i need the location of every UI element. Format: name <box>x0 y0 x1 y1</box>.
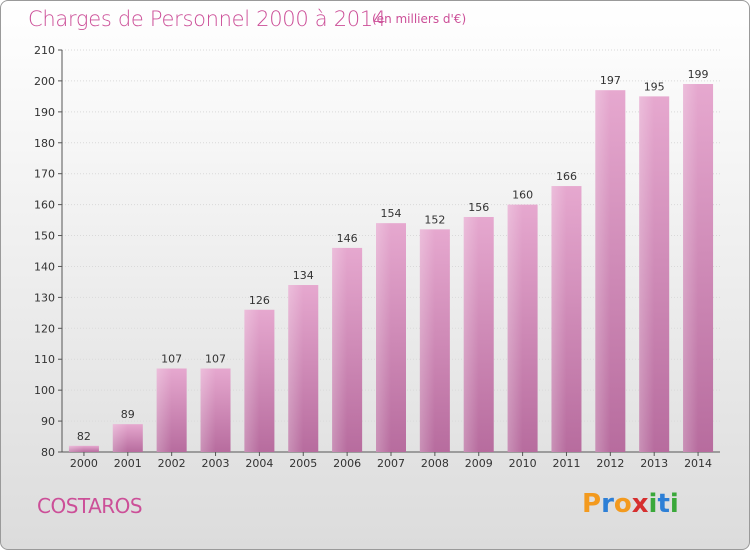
axes: 8090100110120130140150160170180190200210… <box>34 44 720 470</box>
bar-highlight <box>156 368 172 452</box>
y-tick-label: 210 <box>34 44 55 57</box>
bar-highlight <box>200 368 216 452</box>
bar-highlight <box>244 309 260 452</box>
x-tick-label: 2004 <box>245 457 273 470</box>
y-tick-label: 80 <box>41 446 55 459</box>
bar-highlight <box>332 247 348 452</box>
bar-highlight <box>288 285 304 452</box>
bar-highlight <box>376 223 391 452</box>
x-tick-label: 2003 <box>202 457 230 470</box>
bar-highlight <box>68 445 84 452</box>
y-tick-label: 180 <box>34 137 55 150</box>
y-tick-label: 190 <box>34 106 55 119</box>
data-label: 146 <box>337 232 358 245</box>
x-tick-label: 2009 <box>465 457 493 470</box>
data-label: 134 <box>293 269 314 282</box>
y-tick-label: 160 <box>34 199 55 212</box>
y-tick-label: 200 <box>34 75 55 88</box>
x-tick-label: 2008 <box>421 457 449 470</box>
y-tick-label: 170 <box>34 168 55 181</box>
x-tick-label: 2002 <box>158 457 186 470</box>
x-tick-label: 2014 <box>684 457 712 470</box>
y-tick-label: 100 <box>34 384 55 397</box>
bar-highlight <box>112 424 128 452</box>
bar-highlight <box>683 84 699 452</box>
y-tick-label: 110 <box>34 353 55 366</box>
bar-highlight <box>595 90 611 452</box>
data-label: 166 <box>556 170 577 183</box>
x-tick-label: 2001 <box>114 457 142 470</box>
city-name: COSTAROS <box>37 494 143 518</box>
y-tick-label: 120 <box>34 322 55 335</box>
data-label: 82 <box>77 430 91 443</box>
x-tick-label: 2012 <box>596 457 624 470</box>
x-tick-label: 2007 <box>377 457 405 470</box>
bars <box>68 84 714 453</box>
data-label: 126 <box>249 294 270 307</box>
data-label: 152 <box>424 213 445 226</box>
y-tick-label: 150 <box>34 230 55 243</box>
data-label: 107 <box>161 353 182 366</box>
data-label: 195 <box>644 80 665 93</box>
bar-highlight <box>639 96 655 452</box>
data-label: 160 <box>512 189 533 202</box>
bar-highlight <box>419 229 435 452</box>
data-label: 156 <box>468 201 489 214</box>
y-tick-label: 90 <box>41 415 55 428</box>
proxiti-logo: Proxiti <box>582 489 679 519</box>
x-tick-label: 2005 <box>289 457 317 470</box>
bar-highlight <box>551 186 567 453</box>
x-tick-label: 2011 <box>552 457 580 470</box>
data-label: 154 <box>381 207 402 220</box>
data-labels: 82 89 107 107 126 134 146 154 152 156 160 166 197 195… <box>77 68 709 443</box>
chart-subtitle: (en milliers d'€) <box>372 12 467 26</box>
x-tick-label: 2013 <box>640 457 668 470</box>
x-tick-label: 2010 <box>509 457 537 470</box>
y-tick-label: 140 <box>34 260 55 273</box>
x-tick-label: 2000 <box>70 457 98 470</box>
data-label: 197 <box>600 74 621 87</box>
x-tick-label: 2006 <box>333 457 361 470</box>
bar-highlight <box>463 216 479 452</box>
bar-highlight <box>507 204 523 452</box>
data-label: 107 <box>205 353 226 366</box>
y-tick-label: 130 <box>34 291 55 304</box>
data-label: 89 <box>121 408 135 421</box>
data-label: 199 <box>688 68 709 81</box>
chart-title: Charges de Personnel 2000 à 2014 <box>28 7 386 31</box>
